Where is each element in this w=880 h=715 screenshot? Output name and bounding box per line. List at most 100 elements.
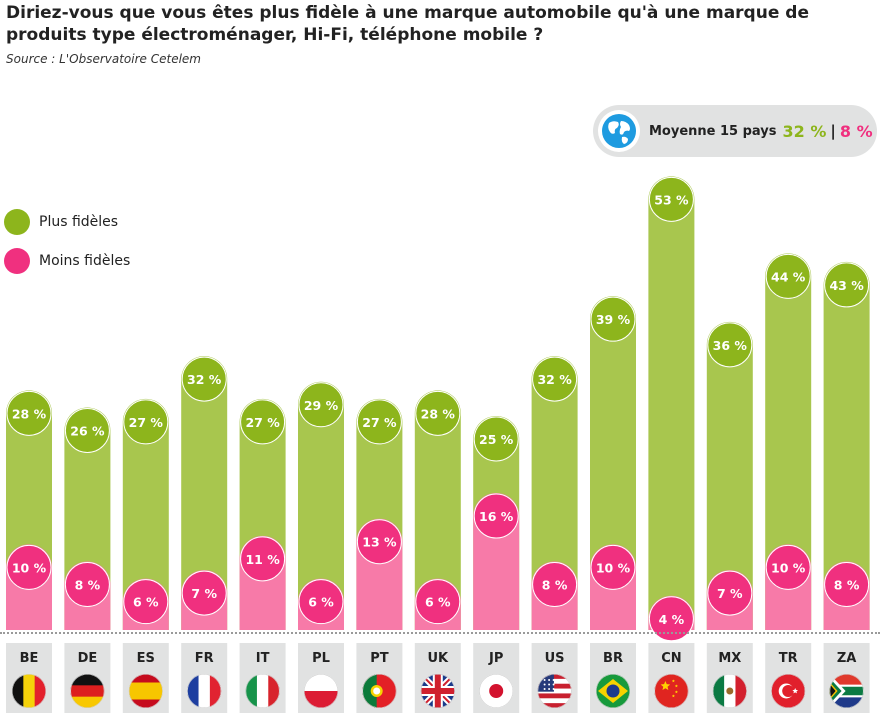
data-label-plus-fideles-MX: 36 % [713,338,748,353]
legend-label: Moins fidèles [39,253,131,269]
flag-italy-icon [245,674,280,708]
data-label-moins-fideles-PT: 13 % [362,535,397,550]
data-label-plus-fideles-TR: 44 % [771,269,806,284]
flag-south-africa-icon [829,674,864,708]
point-plus-fideles-IT [240,399,286,445]
legend-item-plus-fideles: Plus fidèles [4,209,118,235]
bar-plus-fideles-TR [765,253,812,630]
legend-item-moins-fideles: Moins fidèles [4,248,130,274]
data-label-plus-fideles-PL: 29 % [304,398,339,413]
average-pink-value: 8 % [839,121,873,141]
bar-plus-fideles-MX [706,321,753,630]
point-plus-fideles-BR [590,296,636,342]
point-moins-fideles-US [532,562,578,608]
point-plus-fideles-DE [64,407,110,453]
data-label-plus-fideles-UK: 28 % [421,406,456,421]
point-plus-fideles-MX [707,322,753,368]
data-label-plus-fideles-FR: 32 % [187,372,222,387]
data-label-plus-fideles-JP: 25 % [479,432,514,447]
tick-label-CN: CN [661,651,681,666]
point-plus-fideles-BE [6,390,52,436]
bar-plus-fideles-BR [590,296,636,630]
point-moins-fideles-CN [648,596,694,642]
average-separator: | [830,122,836,140]
point-plus-fideles-TR [765,253,811,299]
tick-label-UK: UK [427,651,449,666]
tick-label-PL: PL [312,651,330,666]
flag-spain-icon [128,674,163,708]
globe-icon [598,110,640,152]
point-moins-fideles-ES [123,579,169,625]
data-label-moins-fideles-TR: 10 % [771,560,806,575]
average-box: Moyenne 15 pays 32 % | 8 % [593,105,877,157]
data-label-moins-fideles-JP: 16 % [479,509,514,524]
tick-label-ES: ES [137,651,155,666]
data-label-moins-fideles-IT: 11 % [245,552,280,567]
legend-dot-green [4,209,30,235]
bar-plus-fideles-US [531,356,578,630]
average-green-value: 32 % [782,121,827,141]
tick-label-BE: BE [20,651,39,666]
data-label-plus-fideles-CN: 53 % [654,192,689,207]
point-plus-fideles-FR [181,356,227,402]
legend-label: Plus fidèles [39,214,119,230]
point-moins-fideles-TR [765,544,811,590]
flag-turkey-icon [771,674,806,708]
bar-plus-fideles-ES [122,398,169,630]
data-label-moins-fideles-ES: 6 % [133,595,159,610]
data-label-moins-fideles-BE: 10 % [12,560,47,575]
point-moins-fideles-UK [415,579,461,625]
bar-plus-fideles-UK [414,390,461,630]
data-label-moins-fideles-MX: 7 % [717,586,743,601]
data-label-moins-fideles-CN: 4 % [659,612,685,627]
data-label-plus-fideles-ES: 27 % [129,415,164,430]
chart-source: Source : L'Observatoire Cetelem [6,52,201,66]
tick-label-DE: DE [78,651,98,666]
tick-label-JP: JP [488,651,503,666]
data-label-plus-fideles-BR: 39 % [596,312,631,327]
tick-label-MX: MX [718,651,741,666]
point-moins-fideles-DE [64,562,110,608]
data-label-moins-fideles-FR: 7 % [191,586,217,601]
legend-dot-pink [4,248,30,274]
bar-plus-fideles-PL [298,381,344,630]
flag-france-icon [187,674,222,708]
flag-belgium-icon [12,674,46,708]
tick-label-US: US [545,651,565,666]
data-label-plus-fideles-PT: 27 % [362,415,397,430]
point-moins-fideles-FR [181,570,227,616]
bar-plus-fideles-CN [648,176,695,630]
data-label-plus-fideles-US: 32 % [537,372,572,387]
chart-title: Diriez-vous que vous êtes plus fidèle à … [6,3,809,45]
point-moins-fideles-PT [356,519,402,565]
data-label-moins-fideles-BR: 10 % [596,560,631,575]
data-label-plus-fideles-ZA: 43 % [829,278,864,293]
bar-plus-fideles-FR [181,356,228,630]
flag-uk-icon [420,674,455,708]
point-moins-fideles-JP [473,493,519,539]
bar-plus-fideles-ZA [823,261,870,630]
axis-baseline [0,632,880,634]
point-plus-fideles-PL [298,382,344,428]
data-label-plus-fideles-IT: 27 % [245,415,280,430]
data-label-moins-fideles-UK: 6 % [425,595,451,610]
data-label-moins-fideles-ZA: 8 % [834,578,860,593]
data-label-moins-fideles-US: 8 % [542,578,568,593]
point-plus-fideles-CN [648,176,694,222]
average-label: Moyenne 15 pays [649,123,777,139]
data-label-plus-fideles-DE: 26 % [70,423,105,438]
data-label-plus-fideles-BE: 28 % [12,406,47,421]
tick-label-FR: FR [195,651,214,666]
point-plus-fideles-ES [123,399,169,445]
flag-germany-icon [70,674,105,708]
flag-mexico-icon [712,674,747,708]
flag-poland-icon [304,674,338,708]
data-label-moins-fideles-PL: 6 % [308,595,334,610]
flag-japan-icon [479,674,514,708]
point-moins-fideles-ZA [824,562,870,608]
tick-label-PT: PT [370,651,389,666]
tick-label-ZA: ZA [837,651,857,666]
point-moins-fideles-MX [707,570,753,616]
flag-brazil-icon [596,674,630,708]
